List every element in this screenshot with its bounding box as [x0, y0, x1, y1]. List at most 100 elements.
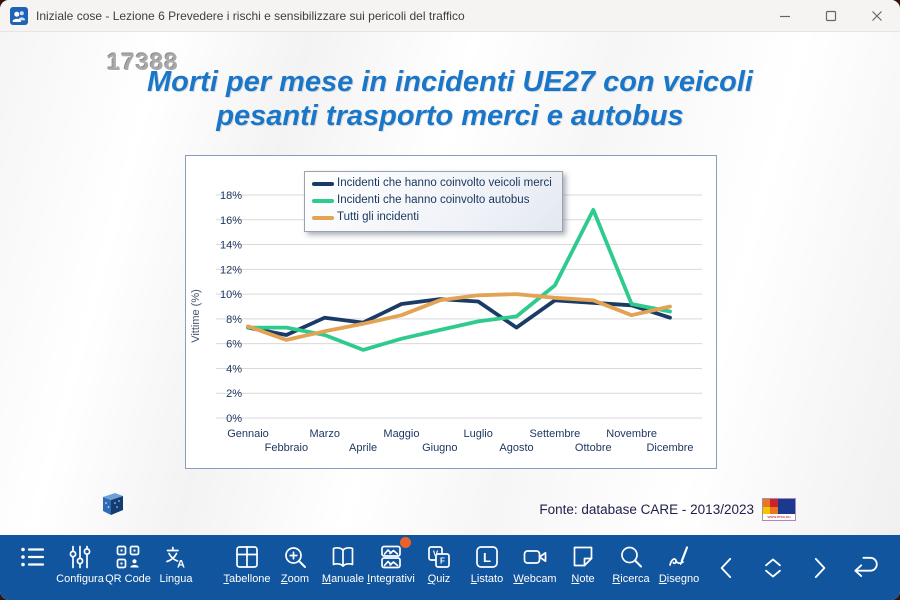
svg-text:A: A [177, 559, 185, 571]
erso-logo-url: www.erso.eu [763, 514, 795, 520]
toolbar-label: QR Code [105, 573, 151, 585]
minimize-icon [780, 15, 790, 17]
x-tick-label: Ottobre [575, 442, 612, 454]
legend-swatch [312, 215, 334, 220]
y-tick-label: 18% [220, 190, 242, 202]
titlebar[interactable]: Iniziale cose - Lezione 6 Prevedere i ri… [0, 0, 900, 32]
chevron-updown-icon [765, 558, 781, 577]
toolbar-button-quiz[interactable]: V F Quiz [415, 535, 463, 600]
slide-area: 17388 Morti per mese in incidenti UE27 c… [0, 32, 900, 535]
legend-swatch [312, 181, 334, 186]
zoom-in-icon [282, 544, 308, 570]
chart-panel: 0% 2% 4% 6% 8% 10% 12% 14% 16% 18% Vittime (%) Genn… [185, 155, 717, 469]
toolbar-label: Integrativi [367, 573, 415, 585]
x-tick-label: Febbraio [265, 442, 308, 454]
pen-icon [666, 544, 692, 570]
y-tick-label: 4% [226, 363, 242, 375]
erso-logo-panel [777, 499, 795, 514]
x-tick-label: Gennaio [227, 428, 269, 440]
source-caption: Fonte: database CARE - 2013/2023 www.ers… [539, 498, 796, 521]
slide-title-line2: pesanti trasporto merci e autobus [216, 100, 684, 132]
y-tick-label: 8% [226, 314, 242, 326]
toolbar-button-ricerca[interactable]: Ricerca [607, 535, 655, 600]
table-icon [234, 544, 260, 570]
qr-code-icon [115, 544, 141, 570]
x-tick-label: Aprile [349, 442, 377, 454]
window-controls [762, 0, 900, 31]
y-tick-label: 6% [226, 339, 242, 351]
toolbar-button-integrativi[interactable]: Integrativi [367, 535, 415, 600]
y-tick-label: 2% [226, 388, 242, 400]
search-icon [618, 544, 644, 570]
legend-item-0: Incidenti che hanno coinvolto veicoli me… [312, 175, 552, 192]
chart-legend: Incidenti che hanno coinvolto veicoli me… [304, 171, 563, 232]
toolbar-button-configura[interactable]: Configura [56, 535, 104, 600]
legend-swatch [312, 198, 334, 203]
y-tick-label: 14% [220, 240, 242, 252]
nav-button-chevron-left[interactable] [704, 535, 750, 600]
toolbar-button-qr-code[interactable]: QR Code [104, 535, 152, 600]
toolbar-label: Listato [470, 573, 504, 585]
slide-title-line1: Morti per mese in incidenti UE27 con vei… [147, 66, 753, 98]
maximize-button[interactable] [808, 0, 854, 31]
toolbar-button-webcam[interactable]: Webcam [511, 535, 559, 600]
toolbar-button-lingua[interactable]: A Lingua [152, 535, 200, 600]
erso-logo-squares [763, 499, 778, 514]
toolbar-label: Disegno [658, 573, 700, 585]
note-icon [570, 544, 596, 570]
translate-icon: A [163, 544, 189, 570]
notification-badge [400, 537, 411, 548]
sliders-icon [67, 544, 93, 570]
toolbar-button-zoom[interactable]: Zoom [271, 535, 319, 600]
source-text: Fonte: database CARE - 2013/2023 [539, 502, 754, 517]
toolbar-button-listato[interactable]: L Listato [463, 535, 511, 600]
slide-title: Morti per mese in incidenti UE27 con vei… [0, 65, 900, 133]
bullet-list-icon [19, 544, 45, 570]
x-tick-label: Luglio [464, 428, 493, 440]
return-arrow-icon [854, 556, 878, 577]
y-axis-label: Vittime (%) [190, 289, 202, 343]
maximize-icon [825, 10, 837, 21]
toolbar-label: Ricerca [612, 573, 650, 585]
toolbar-label: Quiz [427, 573, 451, 585]
window-title: Iniziale cose - Lezione 6 Prevedere i ri… [36, 8, 465, 23]
close-icon [872, 10, 882, 21]
toolbar-button-note[interactable]: Note [559, 535, 607, 600]
slide-id-watermark: 17388 [107, 49, 179, 76]
x-tick-label: Dicembre [646, 442, 693, 454]
toolbar-button-disegno[interactable]: Disegno [655, 535, 703, 600]
close-button[interactable] [854, 0, 900, 31]
erso-logo: www.erso.eu [762, 498, 796, 521]
webcam-icon [522, 544, 548, 570]
legend-item-1: Incidenti che hanno coinvolto autobus [312, 192, 552, 209]
chevron-left-icon [720, 557, 732, 578]
x-tick-label: Agosto [499, 442, 533, 454]
bottom-toolbar: Configura QR Code A Lingua Tabellone Zoom Manu… [0, 535, 900, 600]
y-tick-label: 12% [220, 264, 242, 276]
nav-button-chevron-updown[interactable] [750, 535, 796, 600]
toolbar-group-divider [200, 535, 223, 600]
legend-label: Tutti gli incidenti [337, 211, 420, 223]
nav-button-chevron-right[interactable] [796, 535, 842, 600]
people-icon [10, 6, 28, 25]
toolbar-button-manuale[interactable]: Manuale [319, 535, 367, 600]
y-tick-label: 16% [220, 215, 242, 227]
toolbar-label: Note [571, 573, 595, 585]
svg-text:F: F [440, 557, 445, 566]
x-tick-label: Settembre [530, 428, 581, 440]
images-icon [378, 544, 404, 570]
toolbar-label: Configura [56, 573, 104, 585]
app-cube-logo [99, 490, 125, 522]
chevron-right-icon [814, 557, 826, 578]
toolbar-button-bullet-list[interactable] [8, 535, 56, 600]
toolbar-button-tabellone[interactable]: Tabellone [223, 535, 271, 600]
legend-item-2: Tutti gli incidenti [312, 209, 552, 226]
legend-label: Incidenti che hanno coinvolto veicoli me… [337, 177, 552, 189]
y-tick-label: 10% [220, 289, 242, 301]
nav-button-return-arrow[interactable] [842, 535, 888, 600]
minimize-button[interactable] [762, 0, 808, 31]
list-square-icon: L [474, 544, 500, 570]
book-icon [330, 544, 356, 570]
